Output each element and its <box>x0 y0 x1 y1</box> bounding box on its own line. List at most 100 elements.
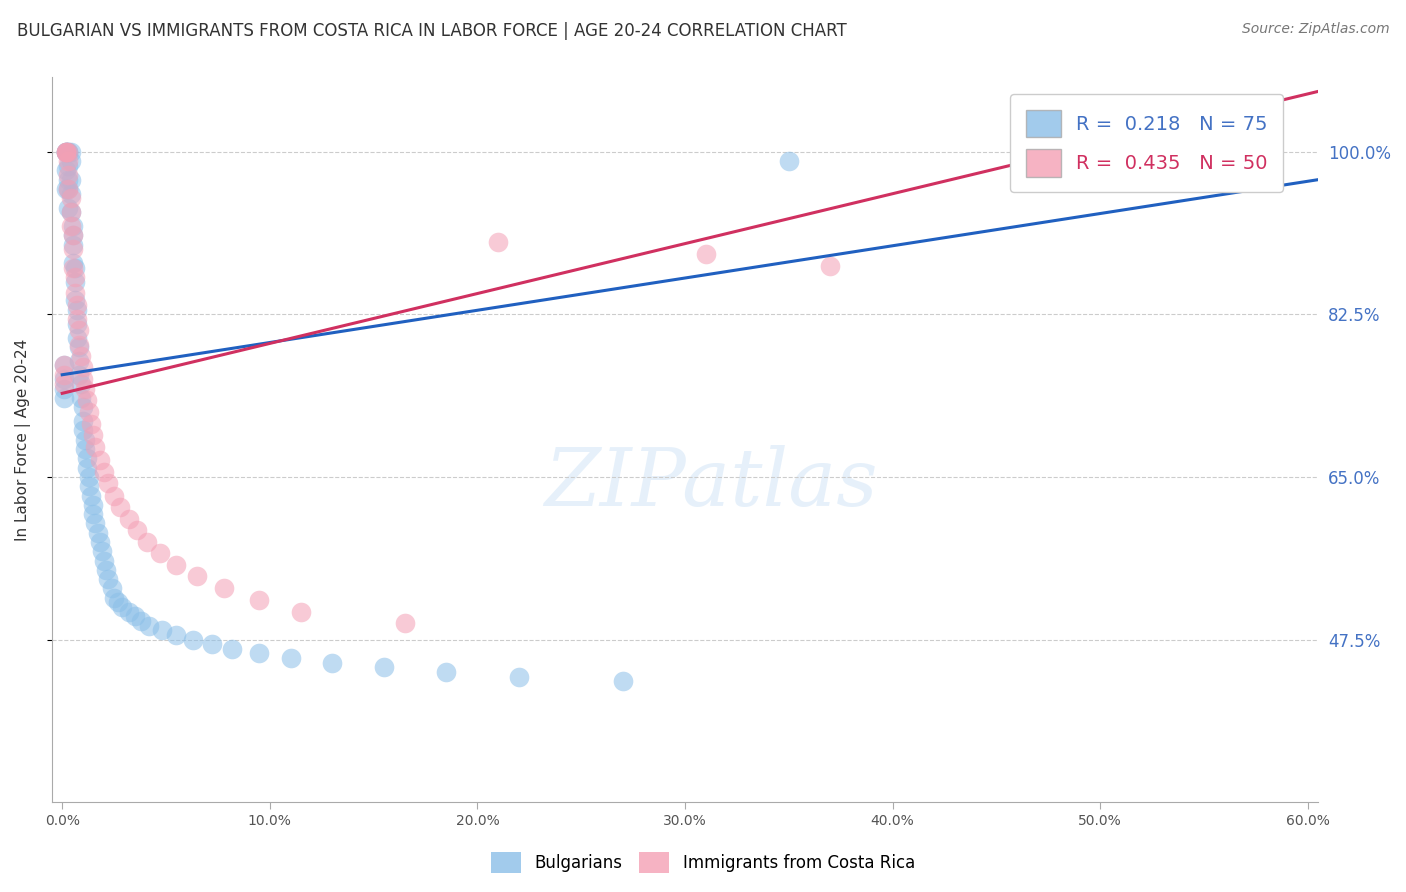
Point <box>138 618 160 632</box>
Point <box>53 391 76 405</box>
Point <box>73 442 96 456</box>
Point <box>59 205 82 219</box>
Point <box>249 647 271 661</box>
Point <box>53 359 76 373</box>
Point <box>86 525 108 540</box>
Point <box>101 582 124 596</box>
Point <box>181 632 204 647</box>
Point <box>58 145 80 159</box>
Point <box>73 382 96 396</box>
Point <box>66 298 89 312</box>
Point <box>72 424 94 438</box>
Point <box>59 186 82 201</box>
Point <box>97 572 120 586</box>
Point <box>58 159 80 173</box>
Point <box>59 154 82 169</box>
Point <box>58 145 80 159</box>
Point <box>67 368 90 382</box>
Point <box>820 259 842 273</box>
Text: Source: ZipAtlas.com: Source: ZipAtlas.com <box>1241 22 1389 37</box>
Point <box>90 544 112 558</box>
Point <box>58 145 80 159</box>
Point <box>186 569 208 583</box>
Point <box>434 665 457 679</box>
Point <box>508 670 530 684</box>
Point <box>62 237 84 252</box>
Point <box>70 391 93 405</box>
Point <box>124 609 146 624</box>
Point <box>67 340 90 354</box>
Point <box>212 582 235 596</box>
Point <box>77 479 100 493</box>
Point <box>70 377 93 392</box>
Point <box>55 145 77 159</box>
Point <box>55 182 77 196</box>
Point <box>89 535 111 549</box>
Point <box>62 260 84 275</box>
Point <box>66 302 89 317</box>
Point <box>58 182 80 196</box>
Point <box>80 489 103 503</box>
Point <box>55 163 77 178</box>
Point <box>486 235 509 249</box>
Point <box>55 145 77 159</box>
Point <box>107 595 129 609</box>
Point <box>58 168 80 182</box>
Point <box>695 247 717 261</box>
Point <box>103 591 125 605</box>
Text: ZIPatlas: ZIPatlas <box>544 444 877 522</box>
Point <box>73 433 96 447</box>
Point <box>82 507 104 521</box>
Point <box>82 498 104 512</box>
Point <box>62 243 84 257</box>
Point <box>59 145 82 159</box>
Point <box>97 476 120 491</box>
Point <box>77 405 100 419</box>
Point <box>55 145 77 159</box>
Point <box>66 312 89 326</box>
Point <box>53 382 76 396</box>
Point <box>1256 154 1278 169</box>
Point <box>290 605 312 619</box>
Point <box>66 330 89 344</box>
Point <box>67 323 90 337</box>
Text: BULGARIAN VS IMMIGRANTS FROM COSTA RICA IN LABOR FORCE | AGE 20-24 CORRELATION C: BULGARIAN VS IMMIGRANTS FROM COSTA RICA … <box>17 22 846 40</box>
Point <box>63 275 86 289</box>
Point <box>62 228 84 243</box>
Point <box>63 270 86 285</box>
Point <box>778 154 800 169</box>
Point <box>103 489 125 503</box>
Point <box>221 641 243 656</box>
Point <box>58 201 80 215</box>
Point <box>93 465 115 479</box>
Point <box>77 470 100 484</box>
Point <box>72 414 94 428</box>
Point <box>129 614 152 628</box>
Point <box>55 145 77 159</box>
Point <box>72 401 94 415</box>
Point <box>58 154 80 169</box>
Point <box>53 368 76 382</box>
Point <box>59 219 82 233</box>
Point <box>84 516 107 531</box>
Point <box>63 260 86 275</box>
Point <box>62 256 84 270</box>
Point <box>93 553 115 567</box>
Point <box>62 228 84 243</box>
Point <box>118 512 141 526</box>
Point <box>249 592 271 607</box>
Point <box>84 440 107 454</box>
Point <box>59 205 82 219</box>
Point <box>55 145 77 159</box>
Point <box>58 172 80 186</box>
Legend: Bulgarians, Immigrants from Costa Rica: Bulgarians, Immigrants from Costa Rica <box>485 846 921 880</box>
Point <box>612 674 634 689</box>
Point <box>150 624 173 638</box>
Point <box>76 451 98 466</box>
Point <box>165 558 187 573</box>
Point <box>72 360 94 375</box>
Point <box>72 372 94 386</box>
Point <box>136 535 159 549</box>
Point <box>53 377 76 392</box>
Point <box>321 656 343 670</box>
